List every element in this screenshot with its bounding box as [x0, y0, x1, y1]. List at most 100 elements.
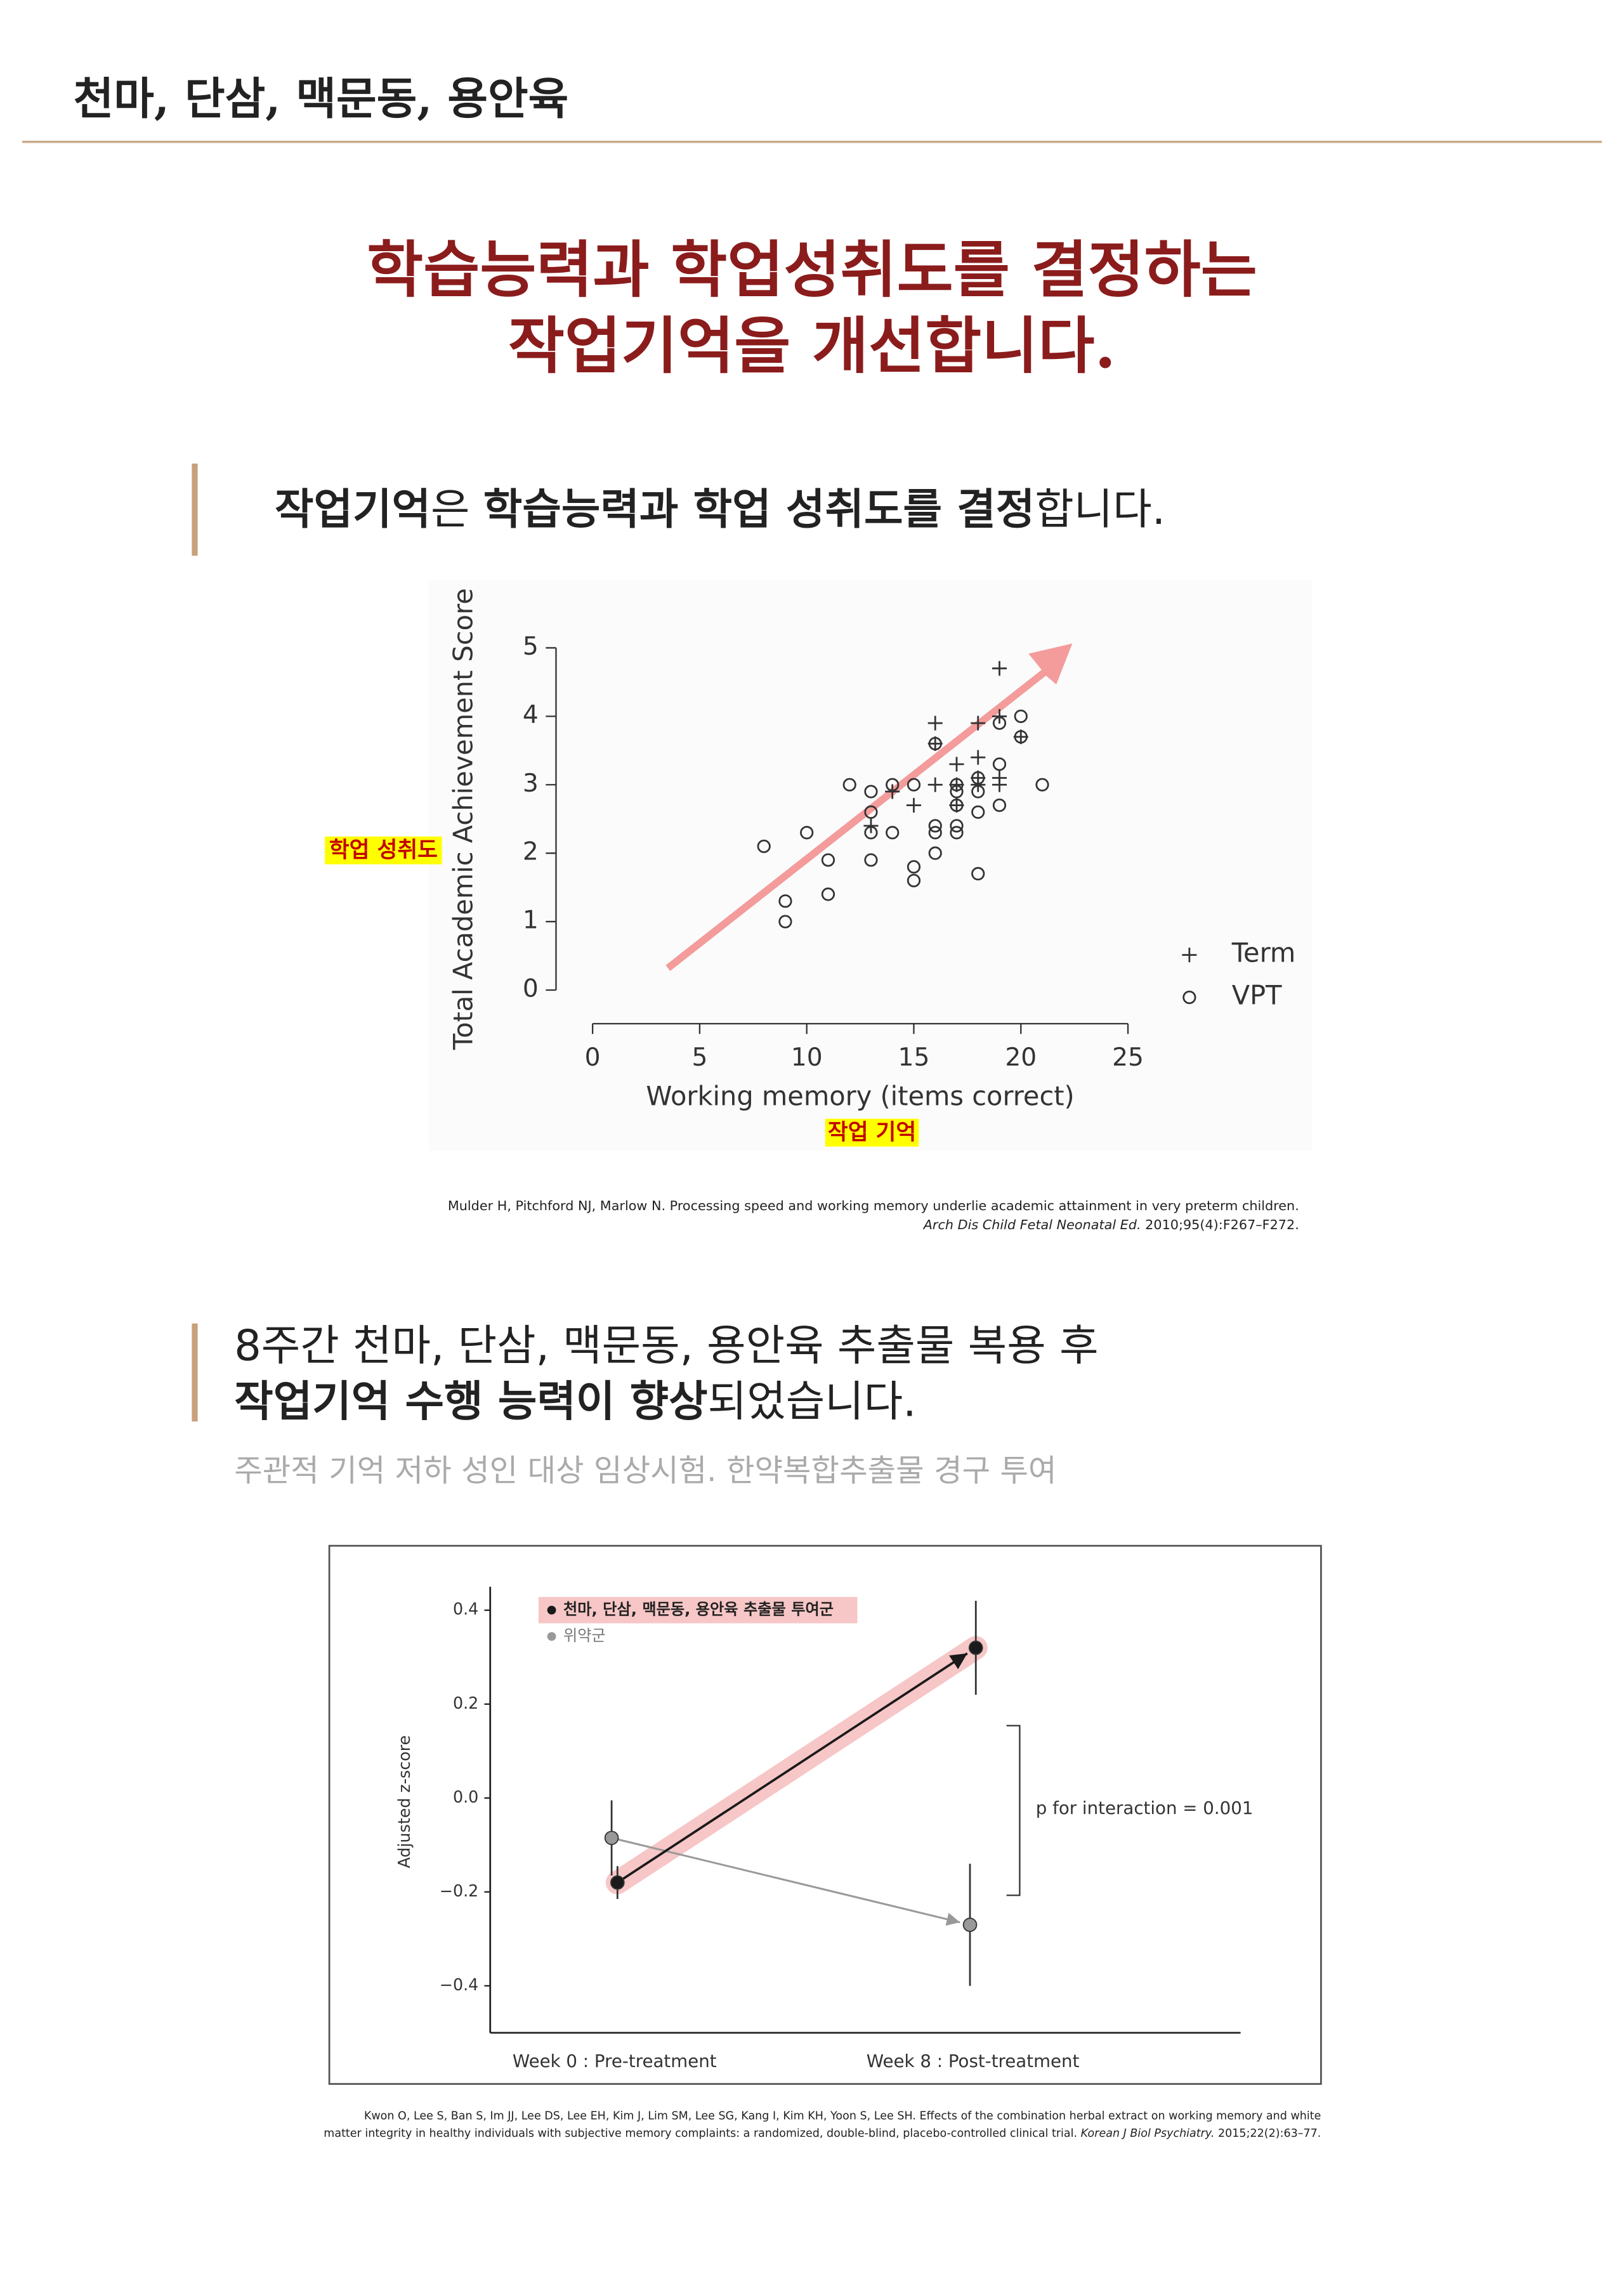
- point: [886, 778, 900, 792]
- heading-part: 학습능력과 학업 성취도를 결정: [483, 485, 1035, 534]
- point: [821, 887, 835, 901]
- x-tick-label: 25: [1112, 1043, 1144, 1072]
- point: [907, 778, 921, 792]
- chart-frame: [328, 1544, 1322, 2085]
- x-tick-label: 10: [791, 1043, 823, 1072]
- x-axis-label: Working memory (items correct): [646, 1081, 1074, 1112]
- y-tick-label: 0.4: [453, 1600, 478, 1619]
- section-heading: 작업기억은 학습능력과 학업 성취도를 결정합니다.: [234, 485, 1192, 534]
- citation: Mulder H, Pitchford NJ, Marlow N. Proces…: [448, 1198, 1299, 1213]
- heading-part: 작업기억: [275, 485, 431, 534]
- point: [992, 757, 1007, 771]
- y-tick-label: 2: [523, 838, 539, 866]
- y-axis-label: Total Academic Achievement Score: [448, 588, 479, 1050]
- legend-marker: [1182, 990, 1196, 1005]
- header-title: 천마, 단삼, 맥문동, 용안육: [74, 73, 569, 124]
- point: [864, 805, 878, 819]
- point: [778, 915, 792, 929]
- point: [927, 715, 943, 731]
- point: [971, 785, 985, 799]
- y-tick-label: 5: [523, 632, 539, 661]
- point: [971, 715, 986, 731]
- note-highlight: [325, 836, 442, 864]
- x-tick-label: Week 8 : Post-treatment: [867, 2051, 1080, 2071]
- y-tick-label: 1: [523, 906, 539, 935]
- legend-label: 위약군: [563, 1627, 606, 1645]
- point: [886, 826, 900, 840]
- point: [1014, 709, 1028, 723]
- y-note: 학업 성취도: [329, 837, 438, 863]
- point: [971, 777, 986, 792]
- point: [1013, 729, 1028, 745]
- point: [778, 894, 792, 908]
- point: [864, 853, 878, 867]
- point: [968, 1640, 983, 1655]
- x-tick-label: 5: [691, 1043, 707, 1072]
- point: [928, 826, 942, 840]
- y-tick-label: −0.2: [440, 1881, 479, 1900]
- headline: 작업기억을 개선합니다.: [508, 310, 1116, 382]
- series-line: [617, 1652, 968, 1884]
- legend-highlight: [538, 1596, 858, 1624]
- point: [949, 757, 964, 772]
- heading-part: 작업기억 수행 능력이 향상: [234, 1376, 707, 1426]
- point: [992, 661, 1007, 676]
- citation-journal: Korean J Biol Psychiatry.: [1081, 2127, 1215, 2140]
- heading-part: 은: [431, 485, 483, 534]
- series-line: [611, 1837, 960, 1926]
- point: [950, 785, 964, 799]
- bracket: [1006, 1725, 1021, 1896]
- citation-ref: 2015;22(2):63–77.: [1214, 2127, 1321, 2140]
- line-chart: 0.4 0.2 0.0 −0.2 −0.4 Week 0 : Pre-treatment W…: [395, 1586, 1254, 2071]
- citation: Kwon O, Lee S, Ban S, Im JJ, Lee DS, Lee…: [364, 2110, 1321, 2122]
- point: [800, 826, 814, 840]
- point: [971, 750, 986, 765]
- citation: matter integrity in healthy individuals …: [324, 2127, 1321, 2140]
- x-tick-label: 15: [898, 1043, 930, 1072]
- point: [950, 819, 964, 833]
- point: [949, 777, 964, 792]
- section-bar: [192, 463, 198, 556]
- point: [928, 736, 942, 751]
- section-heading: 작업기억 수행 능력이 향상되었습니다.: [234, 1376, 916, 1426]
- point: [971, 866, 985, 881]
- headline: 학습능력과 학업성취도를 결정하는: [367, 233, 1257, 306]
- legend-label: 천마, 단삼, 맥문동, 용안육 추출물 투여군: [563, 1601, 834, 1619]
- scatter-chart: 0 5 10 15 20 25 0 1 2 3 4 5 Working memory (items co…: [325, 588, 1296, 1147]
- y-tick-label: 4: [523, 701, 539, 729]
- point: [885, 784, 900, 799]
- point: [863, 818, 879, 833]
- x-tick-label: 0: [585, 1043, 601, 1072]
- x-tick-label: Week 0 : Pre-treatment: [513, 2051, 717, 2071]
- point: [864, 785, 878, 799]
- note-highlight: [825, 1118, 919, 1147]
- point: [907, 873, 921, 887]
- point: [757, 839, 771, 853]
- heading-part: 합니다.: [1035, 485, 1165, 534]
- point: [962, 1917, 978, 1933]
- legend-label: Term: [1231, 937, 1296, 969]
- point: [992, 716, 1007, 730]
- y-tick-label: 3: [523, 769, 539, 798]
- point: [927, 736, 943, 752]
- x-note: 작업 기억: [828, 1119, 916, 1145]
- point: [1035, 778, 1049, 792]
- subtitle: 주관적 기억 저하 성인 대상 임상시험. 한약복합추출물 경구 투여: [234, 1453, 1056, 1489]
- y-tick-label: 0: [523, 974, 539, 1003]
- y-tick-label: 0.0: [453, 1787, 478, 1806]
- citation-text: matter integrity in healthy individuals …: [324, 2127, 1080, 2140]
- point: [821, 853, 835, 867]
- y-tick-label: 0.2: [453, 1693, 478, 1712]
- x-tick-label: 20: [1005, 1043, 1037, 1072]
- point: [949, 798, 964, 813]
- point: [610, 1875, 625, 1890]
- point: [927, 777, 943, 792]
- legend-label: VPT: [1232, 980, 1282, 1011]
- citation-journal: Arch Dis Child Fetal Neonatal Ed.: [922, 1217, 1141, 1232]
- point: [907, 860, 921, 874]
- point: [864, 826, 878, 840]
- annotation: p for interaction = 0.001: [1036, 1797, 1254, 1818]
- point: [971, 771, 985, 785]
- section-heading: 8주간 천마, 단삼, 맥문동, 용안육 추출물 복용 후: [234, 1321, 1098, 1370]
